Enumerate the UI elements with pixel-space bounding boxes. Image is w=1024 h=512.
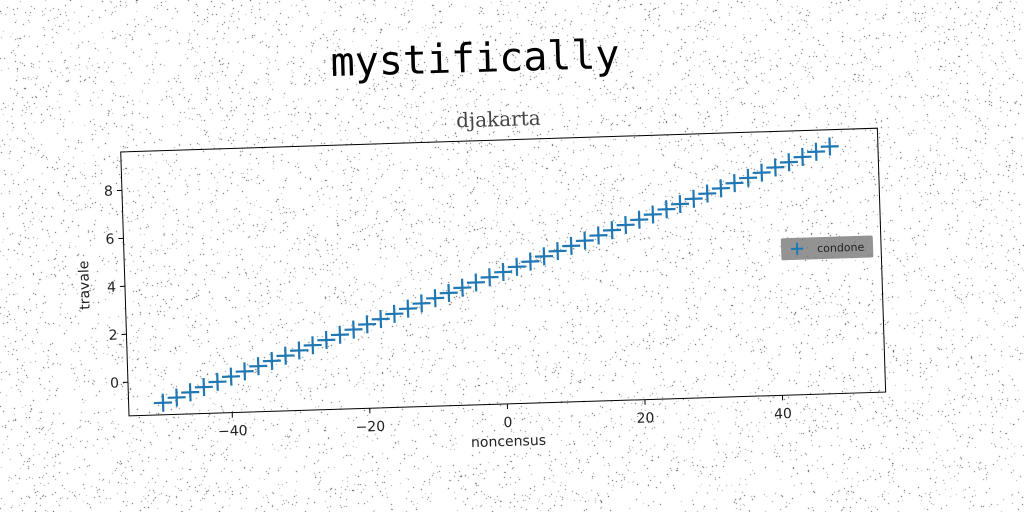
y-tick-label: 4 [107,280,116,296]
x-axis: −40 −20 0 20 40 [218,395,792,440]
axes-group: djakarta −40 −20 0 20 40 0 2 4 6 8 noncensus tra… [76,106,887,451]
data-point [589,226,608,245]
series-condone [154,137,839,412]
y-axis-label: travale [76,260,94,310]
axes-title: djakarta [456,106,541,133]
data-point [630,210,649,229]
data-point [167,388,186,407]
data-point [521,252,540,271]
data-point [181,383,200,402]
x-tick-label: −40 [218,423,248,440]
data-point [766,158,785,177]
data-point [154,393,173,412]
data-point [330,325,349,344]
data-point [235,362,254,381]
data-point [575,231,594,250]
data-point [398,299,417,318]
data-point [480,268,499,287]
legend-label-condone: condone [817,241,865,255]
x-tick-label: 0 [503,415,512,431]
data-point [276,346,295,365]
y-tick-label: 0 [110,376,119,392]
legend-marker-condone [791,242,804,255]
x-axis-label: noncensus [471,433,546,451]
y-tick-label: 8 [104,184,113,200]
legend: condone [780,235,874,261]
data-point [303,336,322,355]
data-point [616,215,635,234]
data-point [208,372,227,391]
data-point [466,273,486,292]
data-point [562,236,581,255]
data-point [671,195,690,214]
legend-box [780,235,874,261]
data-point [752,163,771,182]
data-point [534,247,554,266]
data-point [317,330,336,350]
data-point [344,320,363,339]
data-point [412,294,431,313]
data-point [793,147,812,166]
data-point [698,184,717,203]
data-point [507,257,526,276]
y-tick-label: 6 [105,232,114,248]
x-tick-label: 40 [774,406,792,423]
data-point [439,283,458,302]
data-point [739,168,758,187]
data-point [711,179,730,198]
x-tick-label: 20 [636,410,654,427]
data-point [262,351,281,370]
y-tick-label: 2 [108,328,117,344]
data-point [603,221,622,240]
data-point [453,278,472,297]
data-point [385,304,404,323]
x-tick-label: −20 [355,419,385,436]
data-point [779,153,798,172]
data-point [249,357,268,376]
data-point [643,205,662,224]
data-point [371,310,390,329]
data-point [358,315,377,334]
data-point [657,200,676,219]
data-point [725,174,744,193]
data-point [807,142,826,161]
data-point [494,262,513,282]
y-axis: 0 2 4 6 8 [104,184,128,392]
data-point [820,137,839,156]
data-point [548,242,567,261]
data-point [684,189,703,208]
data-point [426,289,445,308]
data-point [222,367,241,386]
data-point [194,378,213,397]
data-point [290,341,309,360]
